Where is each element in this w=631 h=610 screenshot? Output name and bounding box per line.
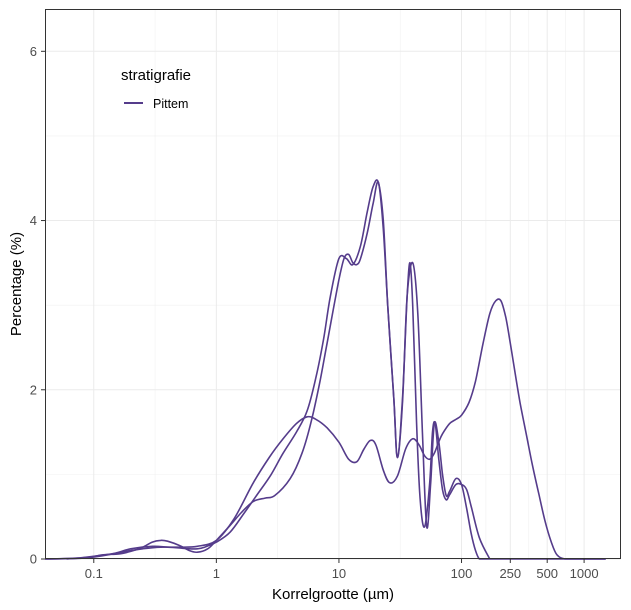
x-tick-label: 500 <box>536 566 558 581</box>
y-tick-label: 0 <box>30 552 37 567</box>
y-tick-label: 2 <box>30 382 37 397</box>
x-tick-label: 100 <box>451 566 473 581</box>
plot-area <box>44 9 621 560</box>
y-axis: 0 2 4 6 <box>30 44 45 567</box>
y-tick-label: 4 <box>30 213 37 228</box>
legend: stratigrafie Pittem <box>121 67 191 111</box>
x-axis-title: Korrelgrootte (µm) <box>272 586 394 603</box>
legend-label-pittem: Pittem <box>153 97 188 111</box>
x-axis: 0.1 1 10 100 250 500 1000 <box>85 559 599 581</box>
major-gridlines <box>45 9 621 560</box>
y-axis-title: Percentage (%) <box>8 232 25 336</box>
legend-title: stratigrafie <box>121 67 191 84</box>
panel-border <box>45 9 621 559</box>
x-tick-label: 0.1 <box>85 566 103 581</box>
x-tick-label: 1000 <box>570 566 599 581</box>
minor-gridlines <box>45 9 621 559</box>
series-line-pittem-1 <box>44 179 491 560</box>
series-line-pittem-3 <box>44 298 606 560</box>
x-tick-label: 1 <box>213 566 220 581</box>
y-tick-label: 6 <box>30 44 37 59</box>
x-tick-label: 250 <box>499 566 521 581</box>
x-tick-label: 10 <box>332 566 346 581</box>
